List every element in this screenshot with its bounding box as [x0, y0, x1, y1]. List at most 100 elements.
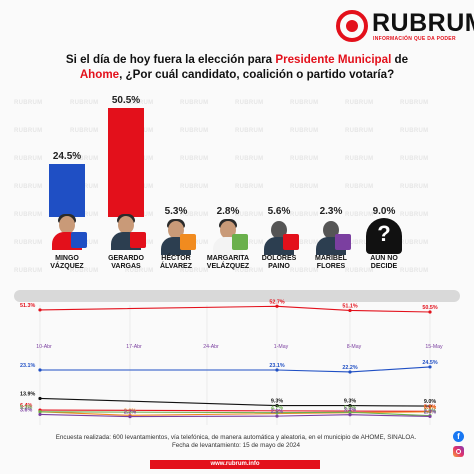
data-label: 24.5% — [422, 360, 437, 366]
data-label: 13.9% — [20, 391, 35, 397]
candidate-name: MINGO VÁZQUEZ — [39, 255, 95, 272]
party-logo-icon — [130, 232, 146, 248]
candidate-name-line: DOLORES — [261, 255, 297, 262]
data-point — [348, 308, 352, 313]
candidate-name: HÉCTOR ÁLVAREZ — [148, 255, 204, 272]
data-label: 5.3% — [424, 405, 436, 411]
candidate-name-line: ÁLVAREZ — [159, 263, 193, 271]
watermark-text: RUBRUM — [180, 212, 209, 218]
bar-value-label: 5.3% — [164, 206, 188, 217]
instagram-icon[interactable] — [453, 446, 464, 457]
data-label: 3.6% — [20, 407, 32, 413]
watermark-text: RUBRUM — [400, 156, 429, 162]
brand-name: RUBRUM — [372, 9, 474, 37]
watermark-text: RUBRUM — [70, 100, 99, 106]
data-point — [38, 308, 42, 312]
data-label: 2.5% — [271, 409, 283, 415]
bar-value-label: 9.0% — [372, 206, 396, 217]
watermark-text: RUBRUM — [235, 268, 264, 274]
watermark-text: RUBRUM — [180, 128, 209, 134]
candidate-name-line: MARGARITA — [206, 255, 250, 262]
candidate-name: MARGARITA VELÁZQUEZ — [200, 255, 256, 272]
data-label: 51.3% — [20, 303, 35, 309]
watermark-text: RUBRUM — [290, 268, 319, 274]
watermark-text: RUBRUM — [14, 128, 43, 134]
series-line — [39, 411, 431, 417]
data-label: 52.7% — [269, 299, 284, 305]
x-tick-label: 24-Abr — [203, 344, 219, 350]
data-point — [38, 368, 42, 372]
data-point — [275, 411, 279, 415]
party-logo-icon — [71, 232, 87, 248]
watermark-text: RUBRUM — [14, 212, 43, 218]
watermark-text: RUBRUM — [180, 184, 209, 190]
watermark-text: RUBRUM — [400, 128, 429, 134]
x-tick-label: 8-May — [347, 344, 362, 350]
watermark-text: RUBRUM — [14, 100, 43, 106]
candidate-name-line: FLORES — [316, 263, 346, 271]
watermark-text: RUBRUM — [400, 100, 429, 106]
data-label: 50.5% — [422, 305, 437, 311]
question-highlight-office: Presidente Municipal — [275, 53, 392, 66]
brand-tagline: INFORMACIÓN QUE DA PODER — [373, 36, 456, 42]
watermark-text: RUBRUM — [180, 156, 209, 162]
party-logo-icon — [232, 234, 248, 250]
watermark-text: RUBRUM — [400, 212, 429, 218]
watermark-text: RUBRUM — [235, 184, 264, 190]
watermark-text: RUBRUM — [345, 100, 374, 106]
watermark-text: RUBRUM — [290, 156, 319, 162]
watermark-text: RUBRUM — [290, 212, 319, 218]
candidate-name-line: VELÁZQUEZ — [206, 263, 250, 271]
facebook-icon[interactable]: f — [453, 431, 464, 442]
data-label: 23.1% — [269, 363, 284, 369]
candidate-photo: ? — [365, 217, 403, 255]
bar-value-label: 5.6% — [267, 206, 291, 217]
data-point — [38, 412, 42, 417]
data-label: 5.0% — [344, 405, 356, 411]
candidate-name-line: MARIBEL — [315, 255, 347, 262]
data-point — [348, 410, 352, 414]
data-label: 9.0% — [424, 399, 436, 405]
data-label: 3.4% — [344, 408, 356, 414]
candidate-name-line: MINGO — [55, 255, 79, 262]
watermark-text: RUBRUM — [400, 184, 429, 190]
brand-logo: RUBRUM INFORMACIÓN QUE DA PODER — [336, 6, 474, 46]
watermark-text: RUBRUM — [180, 268, 209, 274]
data-label: 3.0% — [124, 408, 136, 414]
data-label: 9.3% — [344, 399, 356, 405]
series-line — [39, 305, 431, 313]
candidate-name-line: AÚN NO — [370, 255, 398, 262]
watermark-text: RUBRUM — [400, 240, 429, 246]
watermark-text: RUBRUM — [345, 184, 374, 190]
data-label: 2.8% — [424, 409, 436, 415]
data-point — [348, 403, 352, 408]
watermark-text: RUBRUM — [235, 240, 264, 246]
x-tick-label: 1-May — [274, 344, 289, 350]
watermark-text: RUBRUM — [235, 100, 264, 106]
data-point — [428, 404, 432, 408]
party-logo-icon — [180, 234, 196, 250]
website-bar[interactable]: www.rubrum.info — [150, 460, 320, 469]
question-mark-icon: ? — [377, 221, 391, 246]
survey-date: Fecha de levantamiento: 15 de mayo de 20… — [171, 442, 301, 449]
watermark-text: RUBRUM — [14, 156, 43, 162]
x-tick-label: 15-May — [425, 344, 443, 350]
candidate-name-line: GERARDO — [108, 255, 144, 262]
party-logo-icon — [283, 234, 299, 250]
watermark-text: RUBRUM — [345, 268, 374, 274]
data-label: 6.4% — [20, 403, 32, 409]
candidate-name: MARIBEL FLORES — [303, 255, 359, 272]
watermark-text: RUBRUM — [70, 128, 99, 134]
candidate-name-line: VÁZQUEZ — [50, 263, 84, 271]
chart-divider — [14, 290, 460, 302]
data-point — [348, 413, 352, 417]
data-point — [428, 410, 432, 414]
data-point — [275, 403, 279, 408]
candidate-name: DOLORES PAINO — [251, 255, 307, 272]
x-tick-label: 17-Abr — [126, 344, 142, 350]
watermark-text: RUBRUM — [125, 268, 154, 274]
data-point — [38, 410, 42, 414]
x-tick-label: 10-Abr — [36, 344, 52, 350]
data-point — [428, 310, 432, 314]
